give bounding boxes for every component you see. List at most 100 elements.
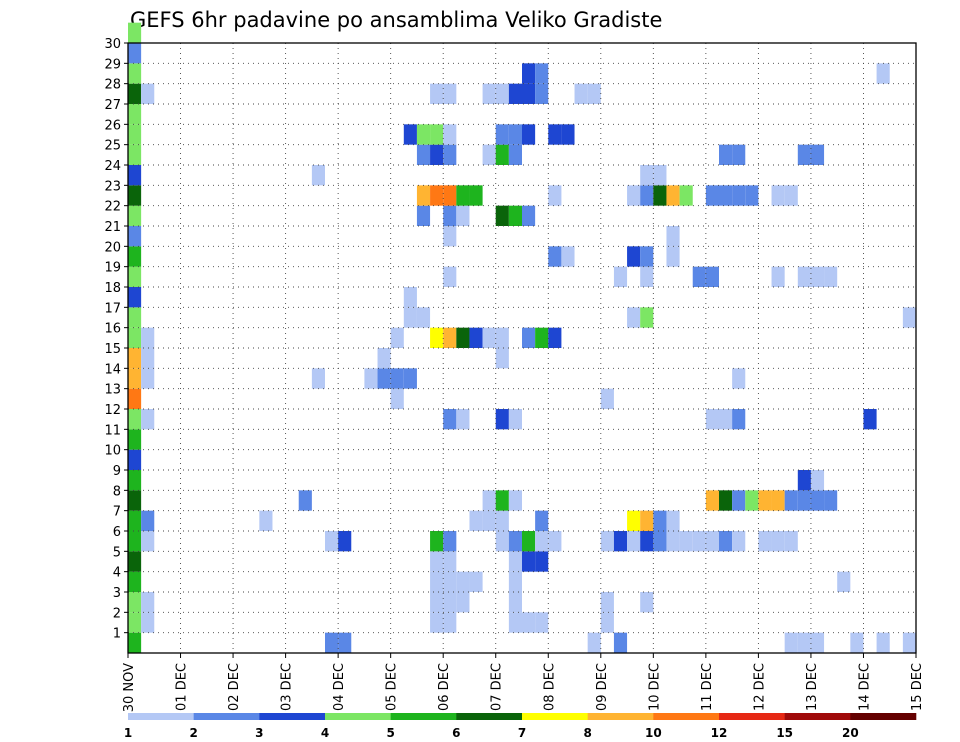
heatmap-cell — [508, 592, 522, 613]
heatmap-cell — [141, 368, 155, 389]
heatmap-cell — [495, 327, 509, 348]
heatmap-cell — [456, 592, 470, 613]
heatmap-cell — [653, 531, 667, 552]
heatmap-cell — [640, 266, 654, 287]
y-tick-label: 10 — [104, 444, 121, 459]
heatmap-cell — [876, 63, 890, 84]
legend-swatch — [587, 713, 654, 720]
heatmap-cell — [482, 490, 496, 511]
heatmap-cell — [416, 185, 431, 206]
heatmap-cell — [443, 531, 457, 552]
legend-label: 1 — [124, 726, 132, 740]
y-tick-label: 24 — [104, 159, 121, 174]
heatmap-cell — [666, 246, 680, 267]
heatmap-cell — [600, 612, 614, 633]
heatmap-cell — [128, 226, 142, 247]
heatmap-cell — [600, 592, 614, 613]
heatmap-cell — [430, 124, 444, 145]
heatmap-cell — [141, 531, 155, 552]
y-tick-label: 25 — [104, 139, 121, 154]
heatmap-cell — [522, 124, 536, 145]
heatmap-cell — [128, 246, 142, 267]
heatmap-cell — [128, 510, 142, 531]
legend-label: 3 — [255, 726, 263, 740]
heatmap-cell — [377, 368, 391, 389]
heatmap-cell — [587, 83, 601, 104]
y-tick-label: 16 — [104, 322, 121, 337]
heatmap-cell — [495, 83, 509, 104]
heatmap-cell — [128, 632, 142, 653]
heatmap-cell — [771, 266, 785, 287]
heatmap-cell — [430, 592, 444, 613]
heatmap-cell — [443, 409, 457, 430]
heatmap-cell — [141, 83, 155, 104]
heatmap-cell — [456, 185, 470, 206]
y-tick-label: 9 — [113, 464, 121, 479]
heatmap-cell — [679, 185, 693, 206]
legend-swatch — [259, 713, 326, 720]
heatmap-cell — [627, 510, 641, 531]
x-tick-label: 13 DEC — [805, 663, 820, 711]
x-tick-label: 05 DEC — [385, 663, 400, 711]
heatmap-cell — [311, 165, 325, 186]
heatmap-cell — [338, 531, 352, 552]
heatmap-cell — [456, 571, 470, 592]
y-tick-label: 2 — [113, 606, 121, 621]
heatmap-cell — [797, 490, 811, 511]
heatmap-cell — [128, 551, 142, 572]
heatmap-cell — [508, 83, 522, 104]
heatmap-cell — [482, 510, 496, 531]
y-tick-label: 7 — [113, 505, 121, 520]
heatmap-cell — [141, 612, 155, 633]
y-tick-label: 21 — [104, 220, 121, 235]
heatmap-cell — [627, 531, 641, 552]
heatmap-cell — [535, 551, 549, 572]
legend-swatch — [719, 713, 785, 720]
heatmap-cell — [666, 185, 680, 206]
heatmap-cell — [640, 592, 654, 613]
y-tick-label: 6 — [113, 525, 121, 540]
legend-label: 7 — [518, 726, 526, 740]
heatmap-cell — [430, 327, 444, 348]
chart-title: GEFS 6hr padavine po ansamblima Veliko G… — [130, 8, 662, 32]
heatmap-cell — [416, 124, 431, 145]
heatmap-cell — [705, 490, 719, 511]
heatmap-cell — [128, 571, 142, 592]
heatmap-cell — [128, 612, 142, 633]
legend-swatch — [850, 713, 917, 720]
heatmap-cell — [443, 327, 457, 348]
heatmap-cell — [627, 307, 641, 328]
legend-label: 5 — [386, 726, 394, 740]
heatmap-cell — [732, 368, 746, 389]
heatmap-cell — [390, 368, 404, 389]
heatmap-cell — [719, 490, 733, 511]
heatmap-cell — [495, 531, 509, 552]
heatmap-cell — [705, 531, 719, 552]
heatmap-cell — [561, 124, 575, 145]
heatmap-cell — [430, 612, 444, 633]
x-tick-label: 15 DEC — [910, 663, 925, 711]
heatmap-cell — [128, 266, 142, 287]
heatmap-cell — [430, 571, 444, 592]
heatmap-cell — [732, 531, 746, 552]
heatmap-cell — [469, 510, 483, 531]
heatmap-cell — [141, 592, 155, 613]
heatmap-cell — [600, 388, 614, 409]
heatmap-cell — [495, 409, 509, 430]
y-tick-label: 27 — [104, 98, 121, 113]
heatmap-cell — [640, 165, 654, 186]
heatmap-cell — [640, 185, 654, 206]
color-legend: 1 2 3 4 5 6 7 8 10 12 15 20 — [124, 713, 917, 740]
heatmap-cell — [522, 63, 536, 84]
heatmap-cell — [784, 632, 798, 653]
heatmap-cell — [482, 327, 496, 348]
heatmap-cell — [128, 449, 142, 470]
heatmap-cell — [469, 185, 483, 206]
heatmap-cell — [128, 409, 142, 430]
heatmap-cell — [128, 43, 142, 64]
heatmap-cell — [522, 531, 536, 552]
heatmap-cell — [456, 327, 470, 348]
heatmap-cell — [719, 531, 733, 552]
heatmap-cell — [732, 185, 746, 206]
